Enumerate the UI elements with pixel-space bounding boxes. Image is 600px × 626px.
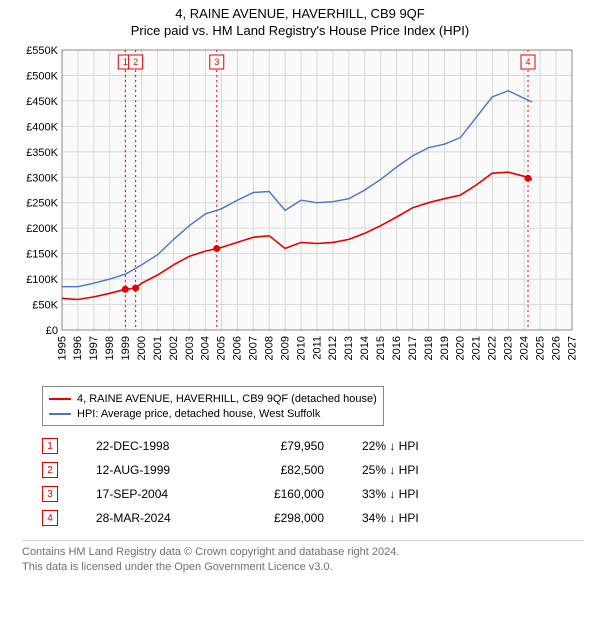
events-table: 1 22-DEC-1998 £79,950 22% ↓ HPI 2 12-AUG-1999…	[42, 434, 600, 530]
event-price: £79,950	[244, 439, 324, 453]
svg-text:1996: 1996	[72, 336, 84, 360]
svg-text:2007: 2007	[248, 336, 260, 360]
root: 4, RAINE AVENUE, HAVERHILL, CB9 9QF Pric…	[0, 6, 600, 626]
svg-text:2003: 2003	[184, 336, 196, 360]
svg-text:£450K: £450K	[26, 96, 58, 108]
svg-text:1997: 1997	[88, 336, 100, 360]
svg-text:2016: 2016	[391, 336, 403, 360]
event-delta: 34% ↓ HPI	[362, 511, 462, 525]
legend-label: HPI: Average price, detached house, West…	[77, 408, 320, 420]
svg-text:2: 2	[133, 57, 138, 67]
event-date: 22-DEC-1998	[96, 439, 206, 453]
svg-text:£350K: £350K	[26, 147, 58, 159]
event-marker: 3	[42, 486, 58, 502]
event-delta: 25% ↓ HPI	[362, 463, 462, 477]
svg-text:2005: 2005	[216, 336, 228, 360]
chart-subtitle: Price paid vs. HM Land Registry's House …	[0, 23, 600, 38]
legend-item: HPI: Average price, detached house, West…	[49, 406, 377, 421]
event-row: 3 17-SEP-2004 £160,000 33% ↓ HPI	[42, 482, 600, 506]
event-marker: 4	[42, 510, 58, 526]
event-price: £82,500	[244, 463, 324, 477]
svg-text:2015: 2015	[375, 336, 387, 360]
svg-text:£0: £0	[46, 325, 58, 337]
svg-text:2027: 2027	[566, 336, 578, 360]
svg-text:2021: 2021	[471, 336, 483, 360]
event-delta: 22% ↓ HPI	[362, 439, 462, 453]
legend-swatch	[49, 413, 71, 415]
svg-text:2018: 2018	[423, 336, 435, 360]
legend-label: 4, RAINE AVENUE, HAVERHILL, CB9 9QF (det…	[77, 393, 377, 405]
svg-text:2013: 2013	[343, 336, 355, 360]
footnote: Contains HM Land Registry data © Crown c…	[22, 540, 584, 575]
svg-text:£50K: £50K	[32, 300, 58, 312]
svg-text:2006: 2006	[232, 336, 244, 360]
svg-text:2026: 2026	[550, 336, 562, 360]
svg-text:2014: 2014	[359, 336, 371, 360]
svg-text:2020: 2020	[455, 336, 467, 360]
svg-text:£150K: £150K	[26, 249, 58, 261]
event-marker: 2	[42, 462, 58, 478]
svg-text:2000: 2000	[136, 336, 148, 360]
svg-text:£300K: £300K	[26, 172, 58, 184]
svg-text:3: 3	[214, 57, 219, 67]
legend-swatch	[49, 398, 71, 400]
svg-text:2008: 2008	[263, 336, 275, 360]
svg-text:2001: 2001	[152, 336, 164, 360]
chart: £0 £50K £100K £150K £200K £250K £300K £350K £400…	[20, 44, 580, 384]
event-row: 1 22-DEC-1998 £79,950 22% ↓ HPI	[42, 434, 600, 458]
svg-text:2019: 2019	[439, 336, 451, 360]
legend-item: 4, RAINE AVENUE, HAVERHILL, CB9 9QF (det…	[49, 391, 377, 406]
svg-text:2004: 2004	[200, 336, 212, 360]
svg-text:2025: 2025	[534, 336, 546, 360]
chart-title: 4, RAINE AVENUE, HAVERHILL, CB9 9QF	[0, 6, 600, 21]
svg-text:£200K: £200K	[26, 223, 58, 235]
svg-text:2017: 2017	[407, 336, 419, 360]
svg-text:2009: 2009	[279, 336, 291, 360]
event-marker: 1	[42, 438, 58, 454]
footnote-line: This data is licensed under the Open Gov…	[22, 560, 584, 575]
event-date: 28-MAR-2024	[96, 511, 206, 525]
svg-text:£250K: £250K	[26, 198, 58, 210]
svg-text:2012: 2012	[327, 336, 339, 360]
event-price: £160,000	[244, 487, 324, 501]
svg-text:2011: 2011	[311, 336, 323, 360]
svg-text:4: 4	[526, 57, 531, 67]
svg-text:£500K: £500K	[26, 70, 58, 82]
event-row: 4 28-MAR-2024 £298,000 34% ↓ HPI	[42, 506, 600, 530]
svg-text:1: 1	[123, 57, 128, 67]
svg-text:2024: 2024	[518, 336, 530, 360]
svg-text:2002: 2002	[168, 336, 180, 360]
svg-text:£550K: £550K	[26, 45, 58, 57]
svg-text:£400K: £400K	[26, 121, 58, 133]
svg-text:2010: 2010	[295, 336, 307, 360]
event-row: 2 12-AUG-1999 £82,500 25% ↓ HPI	[42, 458, 600, 482]
svg-text:1998: 1998	[104, 336, 116, 360]
event-date: 12-AUG-1999	[96, 463, 206, 477]
svg-text:1999: 1999	[120, 336, 132, 360]
footnote-line: Contains HM Land Registry data © Crown c…	[22, 545, 584, 560]
event-delta: 33% ↓ HPI	[362, 487, 462, 501]
event-date: 17-SEP-2004	[96, 487, 206, 501]
svg-text:£100K: £100K	[26, 274, 58, 286]
svg-text:2022: 2022	[487, 336, 499, 360]
svg-text:1995: 1995	[56, 336, 68, 360]
legend: 4, RAINE AVENUE, HAVERHILL, CB9 9QF (det…	[42, 386, 384, 426]
svg-text:2023: 2023	[503, 336, 515, 360]
event-price: £298,000	[244, 511, 324, 525]
chart-svg: £0 £50K £100K £150K £200K £250K £300K £350K £400…	[20, 44, 580, 384]
